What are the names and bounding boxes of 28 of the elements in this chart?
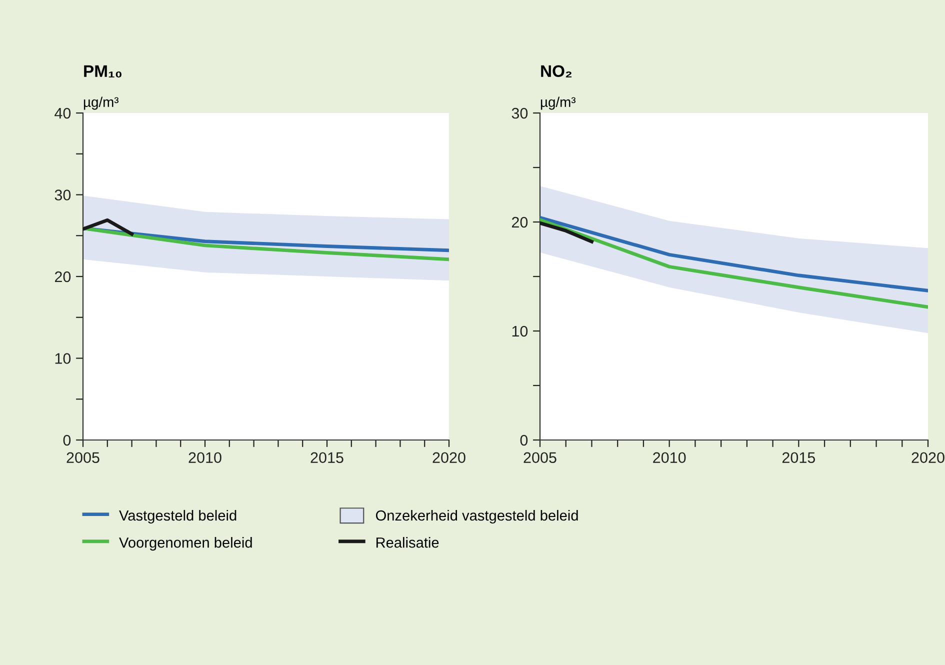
y-tick-label: 0 — [520, 434, 528, 446]
x-tick-label: 2005 — [66, 452, 100, 464]
y-tick-label: 20 — [512, 216, 528, 228]
x-tick-label: 2020 — [912, 452, 944, 464]
legend-label: Vastgesteld beleid — [119, 510, 236, 524]
line-series — [540, 216, 928, 292]
y-tick-label: 0 — [63, 434, 71, 446]
x-tick-label: 2010 — [653, 452, 686, 464]
y-tick-label: 30 — [54, 190, 71, 200]
x-tick-label: 2005 — [524, 452, 556, 464]
chart-title: PM₁₀ — [84, 65, 122, 78]
x-tick-label: 2015 — [310, 452, 344, 464]
y-tick-label: 10 — [55, 353, 71, 364]
y-tick-label: 30 — [512, 108, 528, 119]
y-axis-title: µg/m³ — [84, 96, 119, 110]
y-tick-label: 20 — [54, 271, 71, 282]
x-tick-label: 2020 — [432, 452, 466, 464]
x-tick-label: 2010 — [188, 452, 222, 464]
legend-label: Realisatie — [376, 537, 439, 548]
legend-label: Onzekerheid vastgesteld beleid — [376, 510, 578, 524]
line-series — [83, 226, 449, 262]
y-tick-label: 10 — [512, 326, 528, 337]
chart-title: NO₂ — [541, 65, 572, 78]
legend-label: Voorgenomen beleid — [119, 537, 252, 551]
line-series — [540, 218, 928, 309]
y-tick-label: 40 — [54, 108, 71, 119]
y-axis-title: µg/m³ — [540, 96, 576, 110]
x-tick-label: 2015 — [782, 452, 816, 464]
